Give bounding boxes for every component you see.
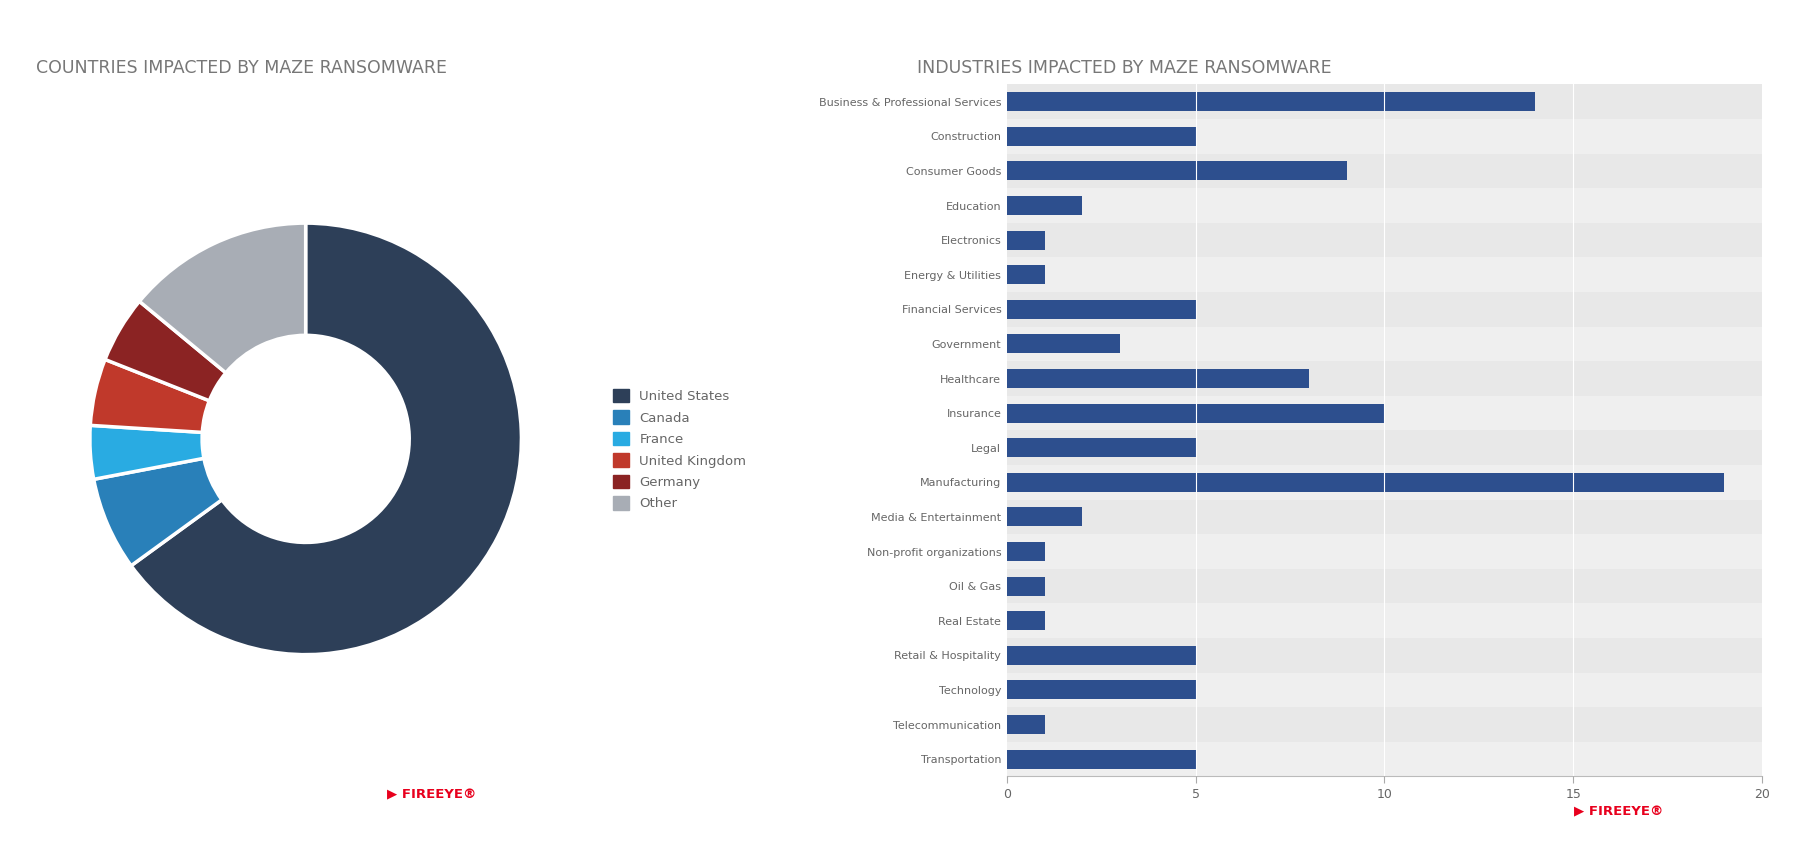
Bar: [1007, 257, 1762, 292]
Bar: [1007, 673, 1762, 707]
Bar: [1007, 611, 1045, 630]
Text: INDUSTRIES IMPACTED BY MAZE RANSOMWARE: INDUSTRIES IMPACTED BY MAZE RANSOMWARE: [917, 59, 1332, 77]
Bar: [1007, 715, 1045, 734]
Bar: [1007, 576, 1045, 596]
Bar: [1007, 327, 1762, 361]
Bar: [1007, 403, 1384, 423]
Bar: [1007, 188, 1762, 223]
Bar: [1007, 396, 1762, 430]
Bar: [1007, 603, 1762, 638]
Wedge shape: [90, 360, 209, 432]
Bar: [1007, 230, 1045, 250]
Bar: [1007, 707, 1762, 742]
Bar: [1007, 507, 1082, 527]
Bar: [1007, 438, 1196, 457]
Bar: [1007, 638, 1762, 673]
Bar: [1007, 542, 1045, 561]
Wedge shape: [104, 301, 227, 401]
Bar: [1007, 223, 1762, 257]
Wedge shape: [140, 223, 306, 373]
Text: ▶ FIREEYE®: ▶ FIREEYE®: [387, 789, 476, 802]
Bar: [1007, 369, 1309, 388]
Text: ▶ FIREEYE®: ▶ FIREEYE®: [1573, 806, 1663, 819]
Bar: [1007, 680, 1196, 700]
Bar: [1007, 749, 1196, 769]
Bar: [1007, 473, 1724, 492]
Bar: [1007, 742, 1762, 776]
Bar: [1007, 292, 1762, 327]
Bar: [1007, 196, 1082, 215]
Bar: [1007, 534, 1762, 569]
Bar: [1007, 500, 1762, 534]
Bar: [1007, 300, 1196, 319]
Wedge shape: [93, 458, 221, 565]
Bar: [1007, 465, 1762, 500]
Text: COUNTRIES IMPACTED BY MAZE RANSOMWARE: COUNTRIES IMPACTED BY MAZE RANSOMWARE: [36, 59, 448, 77]
Bar: [1007, 361, 1762, 396]
Bar: [1007, 92, 1535, 111]
Bar: [1007, 161, 1347, 181]
Bar: [1007, 84, 1762, 119]
Wedge shape: [90, 425, 203, 479]
Legend: United States, Canada, France, United Kingdom, Germany, Other: United States, Canada, France, United Ki…: [610, 385, 750, 514]
Bar: [1007, 265, 1045, 284]
Bar: [1007, 430, 1762, 465]
Bar: [1007, 334, 1120, 354]
Wedge shape: [131, 223, 521, 655]
Bar: [1007, 154, 1762, 188]
Bar: [1007, 119, 1762, 154]
Bar: [1007, 646, 1196, 665]
Bar: [1007, 569, 1762, 603]
Bar: [1007, 127, 1196, 146]
